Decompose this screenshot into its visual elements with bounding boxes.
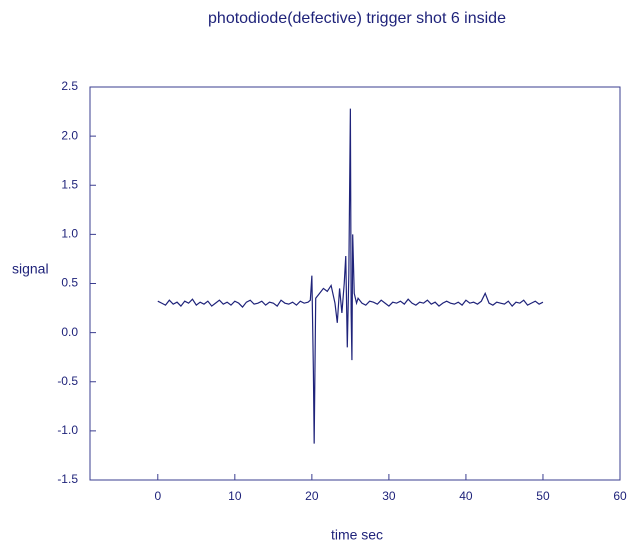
x-tick-label: 50 [536, 489, 550, 503]
x-tick-label: 10 [228, 489, 242, 503]
x-tick-label: 40 [459, 489, 473, 503]
plot-frame [89, 86, 621, 481]
y-tick-label: 1.0 [61, 227, 78, 241]
y-tick-label: 2.5 [61, 79, 78, 93]
y-tick-label: 0.0 [61, 325, 78, 339]
y-tick-label: -1.0 [57, 423, 78, 437]
y-tick-label: 0.5 [61, 276, 78, 290]
x-tick-label: 20 [305, 489, 319, 503]
y-tick-label: -0.5 [57, 374, 78, 388]
y-tick-label: -1.5 [57, 472, 78, 486]
signal-line [157, 108, 544, 444]
x-tick-label: 0 [154, 489, 161, 503]
y-tick-label: 1.5 [61, 177, 78, 191]
x-tick-label: 60 [613, 489, 627, 503]
y-tick-label: 2.0 [61, 128, 78, 142]
y-axis-label: signal [12, 261, 49, 277]
x-axis-label: time sec [331, 527, 383, 543]
x-tick-label: 30 [382, 489, 396, 503]
chart-title: photodiode(defective) trigger shot 6 ins… [208, 10, 506, 27]
